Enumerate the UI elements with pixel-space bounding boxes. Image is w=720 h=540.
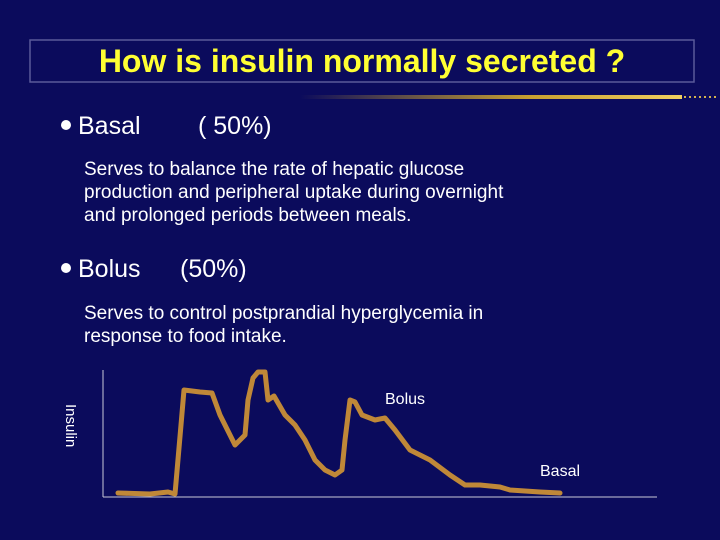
description: response to food intake.: [84, 326, 287, 347]
section-label: Bolus: [78, 255, 141, 283]
bullet: [61, 263, 71, 273]
insulin-curve: [115, 369, 563, 497]
title: How is insulin normally secreted ?: [99, 43, 625, 79]
section-label: Basal: [78, 112, 141, 140]
curve-label: Bolus: [385, 391, 425, 408]
description: Serves to balance the rate of hepatic gl…: [84, 159, 464, 180]
description: and prolonged periods between meals.: [84, 205, 411, 226]
description: Serves to control postprandial hyperglyc…: [84, 303, 483, 324]
section-share: (50%): [180, 255, 247, 283]
title-rule: [300, 95, 682, 99]
section-share: ( 50%): [198, 112, 272, 140]
axis-label: Insulin: [62, 404, 79, 447]
title-box: [29, 39, 695, 83]
curve-label: Basal: [540, 463, 580, 480]
bullet: [61, 120, 71, 130]
description: production and peripheral uptake during …: [84, 182, 504, 203]
